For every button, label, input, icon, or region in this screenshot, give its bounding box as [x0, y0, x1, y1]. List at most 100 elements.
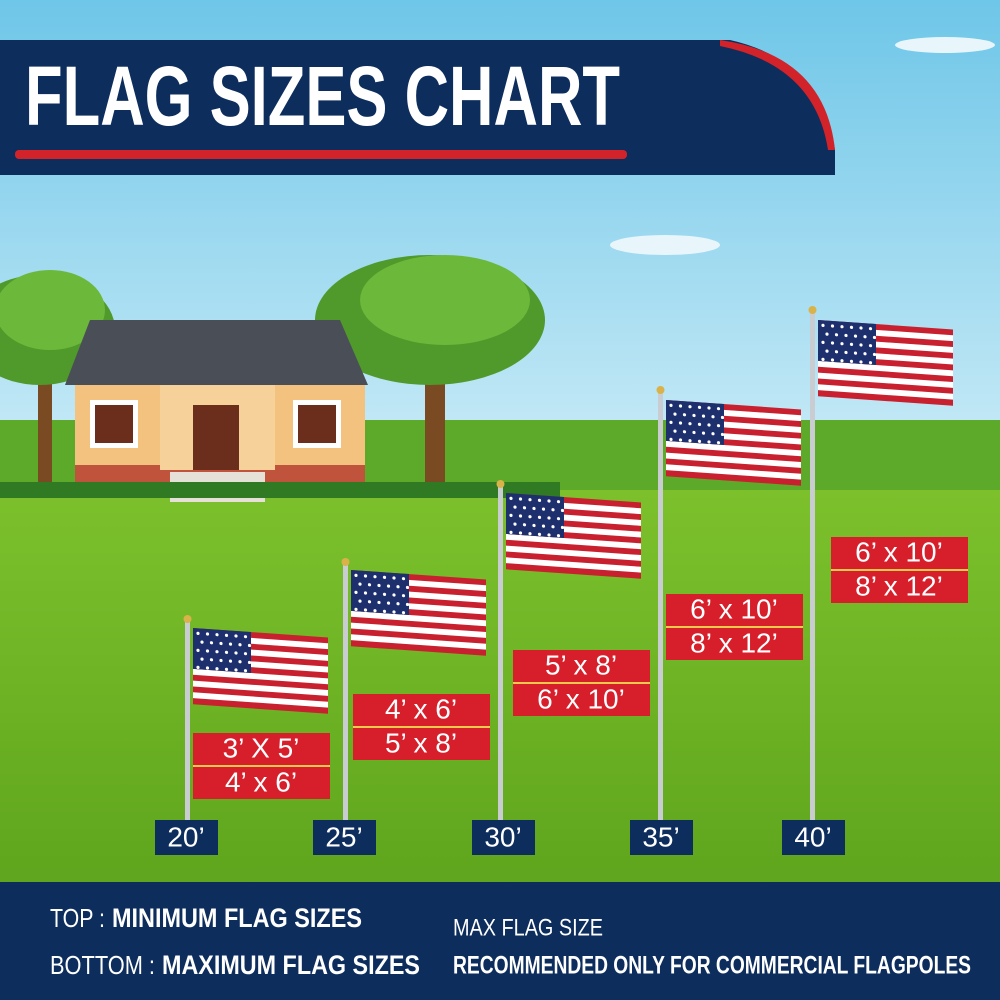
flag-star — [401, 577, 406, 581]
flag-stripe — [506, 557, 641, 573]
flag-star — [669, 437, 673, 441]
flag-star — [234, 651, 238, 655]
flag-star — [825, 349, 829, 353]
flag-star — [396, 585, 400, 589]
flag-star — [377, 600, 381, 605]
flag-stripe — [818, 390, 953, 406]
flag-star — [853, 334, 858, 338]
flagpole — [810, 313, 815, 820]
flag-stripe — [666, 458, 801, 475]
flag-star — [859, 360, 863, 364]
title-banner — [0, 40, 835, 175]
flag-star — [697, 422, 702, 426]
flag-star — [707, 440, 711, 444]
flag-star — [373, 575, 377, 579]
flag-star — [821, 357, 825, 361]
height-badge — [313, 820, 376, 855]
min-size: 6’ x 10’ — [690, 593, 778, 624]
flag-star — [560, 508, 565, 513]
pole-height: 30’ — [484, 821, 521, 852]
flag-star — [853, 351, 858, 355]
flag-star — [682, 430, 687, 434]
flag-star — [392, 593, 396, 597]
flag-star — [556, 500, 561, 504]
flag-stripe — [193, 680, 328, 697]
min-size: 3’ X 5’ — [223, 732, 300, 763]
flag-stripe — [351, 622, 486, 639]
flag-star — [669, 420, 673, 424]
flag-star — [228, 642, 233, 646]
legend-text: MINIMUM FLAG SIZES — [112, 903, 362, 933]
flag-star — [200, 640, 204, 644]
flag-star — [209, 658, 214, 662]
flag-star — [200, 657, 204, 661]
flag-star — [522, 523, 527, 527]
flag-star — [238, 643, 242, 647]
flag-star — [363, 574, 368, 578]
flag-star — [367, 583, 372, 587]
max-size: 4’ x 6’ — [225, 766, 297, 797]
flag-star — [556, 517, 561, 521]
flag-star — [547, 533, 551, 537]
flag-star — [830, 358, 835, 362]
size-box — [193, 767, 330, 799]
note-label: MAX FLAG SIZE — [453, 914, 603, 941]
flag-star — [849, 325, 854, 329]
flag-stripe — [193, 692, 328, 708]
flag-star — [196, 665, 200, 669]
flag-star — [354, 607, 358, 611]
flag-star — [701, 431, 706, 435]
flag-star — [373, 592, 377, 596]
height-badge — [782, 820, 845, 855]
flag-star — [716, 424, 721, 428]
flag-star — [401, 611, 406, 615]
flag-star — [872, 335, 877, 340]
size-box — [831, 571, 968, 603]
cloud — [610, 235, 720, 255]
legend-band — [0, 882, 1000, 1000]
flag-star — [509, 496, 513, 500]
size-box — [193, 733, 330, 765]
flag-star — [513, 522, 517, 526]
flag-star — [396, 602, 400, 606]
flag-stripe — [506, 551, 641, 568]
flag-star — [234, 668, 238, 672]
flag-star — [354, 590, 358, 594]
flag-star — [363, 608, 368, 612]
flag-star — [678, 404, 683, 408]
flag-star — [844, 350, 848, 355]
flag-star — [830, 341, 835, 345]
flag-star — [363, 591, 368, 595]
flag-stripe — [818, 372, 953, 389]
flag-stripe — [506, 545, 641, 562]
flag-star — [716, 441, 721, 445]
flag-canton — [351, 570, 409, 615]
flag-star — [228, 659, 233, 663]
flag-star — [720, 432, 725, 437]
note-text: RECOMMENDED ONLY FOR COMMERCIAL FLAGPOLE… — [453, 952, 971, 980]
flag-star — [532, 523, 536, 528]
house — [65, 320, 368, 502]
size-box — [353, 694, 490, 726]
size-box — [666, 594, 803, 626]
pole-height: 40’ — [794, 821, 831, 852]
flag-star — [382, 592, 387, 596]
flag-star — [528, 532, 532, 536]
flag-star — [697, 439, 702, 443]
flag — [666, 400, 801, 486]
flag-canton — [506, 492, 564, 538]
flag-star — [688, 439, 692, 443]
size-box — [831, 537, 968, 569]
flag-star — [219, 658, 223, 663]
flag-star — [541, 507, 546, 511]
flag-canton — [818, 320, 876, 365]
flag-stripe — [351, 616, 486, 633]
flag-star — [849, 359, 854, 363]
flag-star — [692, 430, 696, 435]
flag-stripe — [666, 446, 801, 463]
flag-star — [844, 333, 848, 338]
size-box — [513, 684, 650, 716]
flagpole — [343, 565, 348, 820]
flag-star — [840, 325, 844, 329]
flag-star — [234, 634, 238, 638]
